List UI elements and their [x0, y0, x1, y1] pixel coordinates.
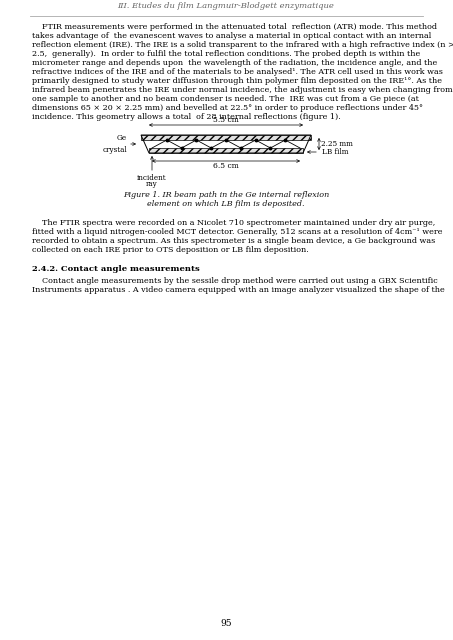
Text: 5.5 cm: 5.5 cm [213, 116, 239, 124]
Text: element on which LB film is deposited.: element on which LB film is deposited. [147, 200, 305, 208]
Text: 6.5 cm: 6.5 cm [213, 162, 239, 170]
Text: The FTIR spectra were recorded on a Nicolet 710 spectrometer maintained under dr: The FTIR spectra were recorded on a Nico… [32, 219, 435, 227]
Text: infrared beam penetrates the IRE under normal incidence, the adjustment is easy : infrared beam penetrates the IRE under n… [32, 86, 453, 94]
Text: Ge: Ge [117, 134, 127, 142]
Text: FTIR measurements were performed in the attenuated total  reflection (ATR) mode.: FTIR measurements were performed in the … [32, 23, 437, 31]
Text: Contact angle measurements by the sessile drop method were carried out using a G: Contact angle measurements by the sessil… [32, 277, 438, 285]
Text: incidence. This geometry allows a total  of 28 internal reflections (figure 1).: incidence. This geometry allows a total … [32, 113, 341, 121]
Text: incident: incident [137, 174, 167, 182]
Text: micrometer range and depends upon  the wavelength of the radiation, the incidenc: micrometer range and depends upon the wa… [32, 59, 437, 67]
Text: III. Etudes du film Langmuir-Blodgett enzymatique: III. Etudes du film Langmuir-Blodgett en… [118, 2, 334, 10]
Text: 95: 95 [220, 619, 232, 628]
Text: Instruments apparatus . A video camera equipped with an image analyzer visualize: Instruments apparatus . A video camera e… [32, 286, 445, 294]
Text: Figure 1. IR beam path in the Ge internal reflexion: Figure 1. IR beam path in the Ge interna… [123, 191, 329, 199]
Text: takes advantage of  the evanescent waves to analyse a material in optical contac: takes advantage of the evanescent waves … [32, 32, 431, 40]
Text: fitted with a liquid nitrogen-cooled MCT detector. Generally, 512 scans at a res: fitted with a liquid nitrogen-cooled MCT… [32, 228, 443, 236]
Text: primarily designed to study water diffusion through thin polymer film deposited : primarily designed to study water diffus… [32, 77, 442, 85]
Text: 2.4.2. Contact angle measurements: 2.4.2. Contact angle measurements [32, 265, 200, 273]
Text: recorded to obtain a spectrum. As this spectrometer is a single beam device, a G: recorded to obtain a spectrum. As this s… [32, 237, 435, 245]
Polygon shape [149, 148, 303, 153]
Text: one sample to another and no beam condenser is needed. The  IRE was cut from a G: one sample to another and no beam conden… [32, 95, 419, 103]
Text: 2.5,  generally).  In order to fulfil the total reflection conditions. The probe: 2.5, generally). In order to fulfil the … [32, 50, 420, 58]
Text: LB film: LB film [322, 148, 348, 156]
Text: 2.25 mm: 2.25 mm [321, 140, 353, 148]
Text: ray: ray [146, 180, 158, 188]
Text: dimensions 65 × 20 × 2.25 mm) and bevelled at 22.5° in order to produce reflecti: dimensions 65 × 20 × 2.25 mm) and bevell… [32, 104, 423, 112]
Text: collected on each IRE prior to OTS deposition or LB film deposition.: collected on each IRE prior to OTS depos… [32, 246, 309, 254]
Text: reflection element (IRE). The IRE is a solid transparent to the infrared with a : reflection element (IRE). The IRE is a s… [32, 41, 453, 49]
Text: refractive indices of the IRE and of the materials to be analysed¹. The ATR cell: refractive indices of the IRE and of the… [32, 68, 443, 76]
Polygon shape [141, 135, 311, 140]
Text: crystal: crystal [102, 146, 127, 154]
